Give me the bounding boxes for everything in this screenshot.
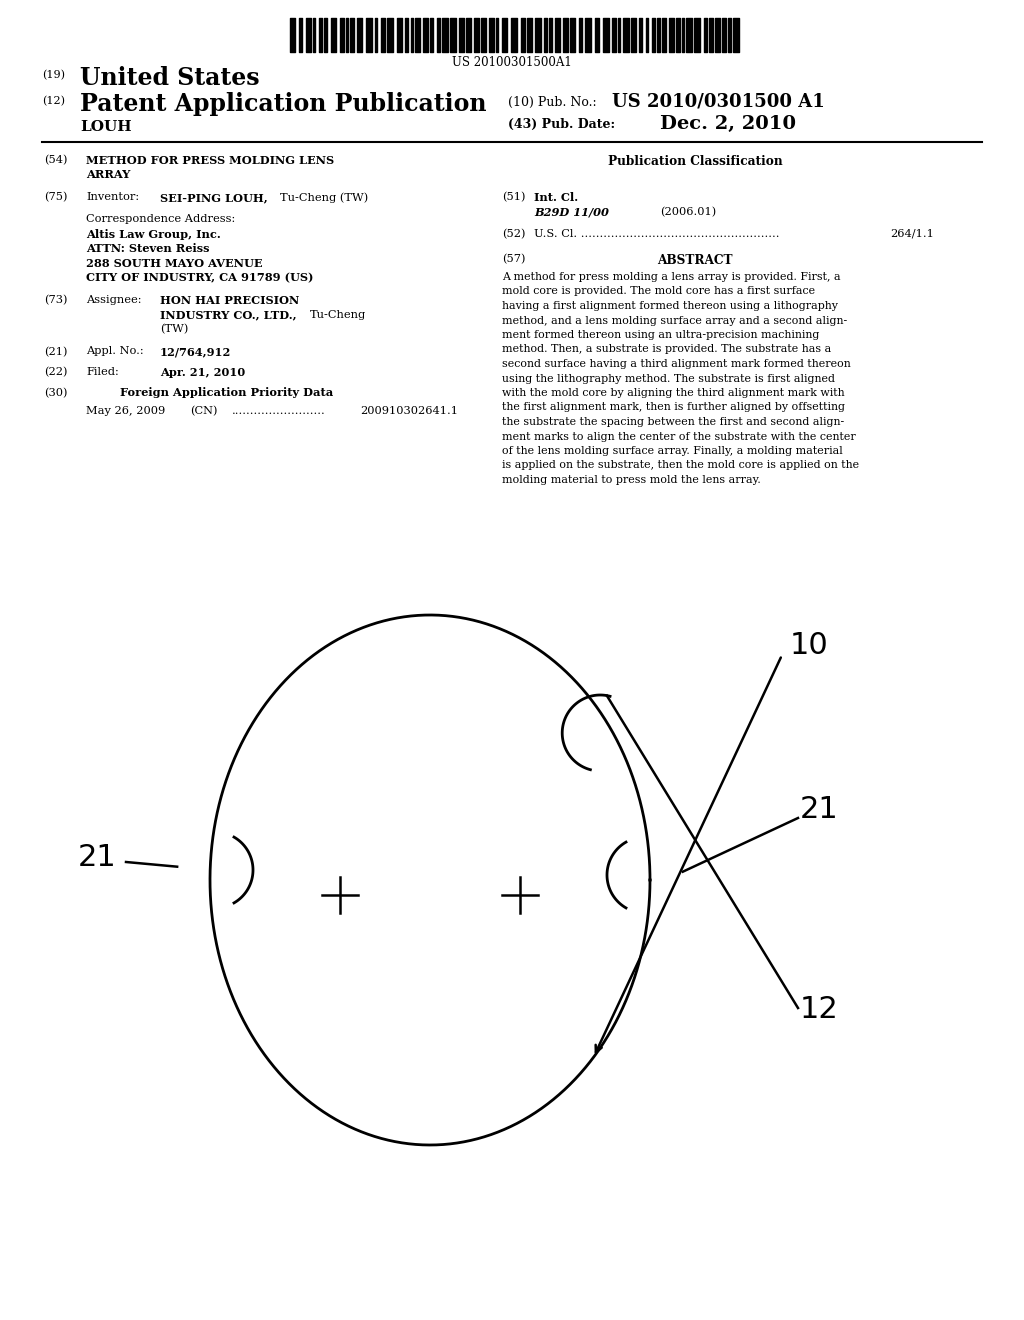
Text: having a first alignment formed thereon using a lithography: having a first alignment formed thereon … [502,301,838,312]
Text: (CN): (CN) [190,407,217,416]
Text: U.S. Cl. .....................................................: U.S. Cl. ...............................… [534,228,779,239]
Text: SEI-PING LOUH,: SEI-PING LOUH, [160,191,267,203]
Text: second surface having a third alignment mark formed thereon: second surface having a third alignment … [502,359,851,370]
Text: is applied on the substrate, then the mold core is applied on the: is applied on the substrate, then the mo… [502,461,859,470]
Text: .........................: ......................... [232,407,326,416]
Text: (75): (75) [44,191,68,202]
Text: (12): (12) [42,96,65,107]
Text: ABSTRACT: ABSTRACT [657,253,733,267]
Text: A method for press molding a lens array is provided. First, a: A method for press molding a lens array … [502,272,841,282]
Text: mold core is provided. The mold core has a first surface: mold core is provided. The mold core has… [502,286,815,297]
Text: method. Then, a substrate is provided. The substrate has a: method. Then, a substrate is provided. T… [502,345,831,355]
Text: (73): (73) [44,294,68,305]
Text: ATTN: Steven Reiss: ATTN: Steven Reiss [86,243,210,255]
Text: Publication Classification: Publication Classification [607,154,782,168]
Text: 21: 21 [78,843,117,873]
Text: Altis Law Group, Inc.: Altis Law Group, Inc. [86,228,221,240]
Text: (19): (19) [42,70,65,81]
Text: Int. Cl.: Int. Cl. [534,191,579,203]
Text: 200910302641.1: 200910302641.1 [360,407,458,416]
Text: 264/1.1: 264/1.1 [890,228,934,239]
Text: Foreign Application Priority Data: Foreign Application Priority Data [120,388,333,399]
Text: Tu-Cheng: Tu-Cheng [310,309,367,319]
Text: the substrate the spacing between the first and second align-: the substrate the spacing between the fi… [502,417,844,426]
Text: ARRAY: ARRAY [86,169,130,181]
Text: INDUSTRY CO., LTD.,: INDUSTRY CO., LTD., [160,309,297,321]
Text: (30): (30) [44,388,68,397]
Text: molding material to press mold the lens array.: molding material to press mold the lens … [502,475,761,484]
Text: Apr. 21, 2010: Apr. 21, 2010 [160,367,246,378]
Text: Dec. 2, 2010: Dec. 2, 2010 [660,115,796,133]
Text: ment marks to align the center of the substrate with the center: ment marks to align the center of the su… [502,432,856,441]
Text: (10) Pub. No.:: (10) Pub. No.: [508,96,597,110]
Text: Assignee:: Assignee: [86,294,141,305]
Text: May 26, 2009: May 26, 2009 [86,407,165,416]
Text: ment formed thereon using an ultra-precision machining: ment formed thereon using an ultra-preci… [502,330,819,341]
Text: (21): (21) [44,346,68,356]
Text: B29D 11/00: B29D 11/00 [534,206,609,218]
Text: (2006.01): (2006.01) [660,206,716,216]
Text: 12: 12 [800,995,839,1024]
Text: method, and a lens molding surface array and a second align-: method, and a lens molding surface array… [502,315,847,326]
Text: 288 SOUTH MAYO AVENUE: 288 SOUTH MAYO AVENUE [86,257,262,269]
Text: (52): (52) [502,228,525,239]
Text: (51): (51) [502,191,525,202]
Text: 21: 21 [800,796,839,825]
Text: the first alignment mark, then is further aligned by offsetting: the first alignment mark, then is furthe… [502,403,845,412]
Text: HON HAI PRECISION: HON HAI PRECISION [160,294,299,306]
Text: CITY OF INDUSTRY, CA 91789 (US): CITY OF INDUSTRY, CA 91789 (US) [86,272,313,284]
Text: (57): (57) [502,253,525,264]
Text: LOUH: LOUH [80,120,132,135]
Text: (TW): (TW) [160,323,188,334]
Text: of the lens molding surface array. Finally, a molding material: of the lens molding surface array. Final… [502,446,843,455]
Text: Tu-Cheng (TW): Tu-Cheng (TW) [280,191,369,202]
Text: with the mold core by aligning the third alignment mark with: with the mold core by aligning the third… [502,388,845,399]
Text: Inventor:: Inventor: [86,191,139,202]
Text: US 20100301500A1: US 20100301500A1 [453,55,571,69]
Text: United States: United States [80,66,260,90]
Text: Appl. No.:: Appl. No.: [86,346,143,356]
Text: US 2010/0301500 A1: US 2010/0301500 A1 [612,92,824,110]
Text: using the lithography method. The substrate is first aligned: using the lithography method. The substr… [502,374,835,384]
Text: Patent Application Publication: Patent Application Publication [80,92,486,116]
Text: Filed:: Filed: [86,367,119,378]
Text: 10: 10 [790,631,828,660]
Text: METHOD FOR PRESS MOLDING LENS: METHOD FOR PRESS MOLDING LENS [86,154,334,166]
Text: 12/764,912: 12/764,912 [160,346,231,358]
Text: Correspondence Address:: Correspondence Address: [86,214,236,224]
Text: (54): (54) [44,154,68,165]
Text: (22): (22) [44,367,68,378]
Text: (43) Pub. Date:: (43) Pub. Date: [508,117,615,131]
